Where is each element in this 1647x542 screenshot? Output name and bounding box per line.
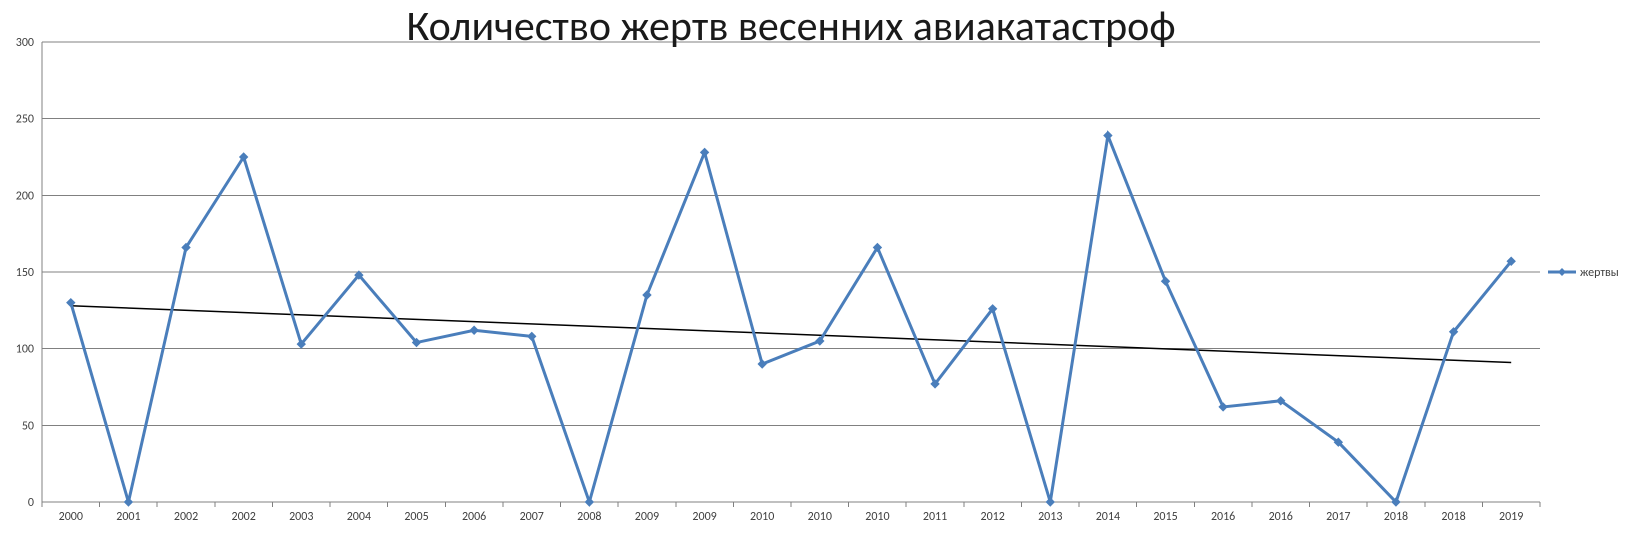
x-tick-label: 2017 bbox=[1326, 510, 1350, 524]
y-tick-label: 300 bbox=[16, 36, 34, 50]
line-chart: 0 50 100 150 200 250 300 2000 2001 2002 2002 2003 20… bbox=[0, 0, 1647, 542]
x-tick-label: 2015 bbox=[1153, 510, 1177, 524]
x-tick-label: 2007 bbox=[520, 510, 544, 524]
legend-label: жертвы bbox=[1580, 266, 1619, 280]
x-tick-label: 2002 bbox=[231, 510, 255, 524]
x-tick-label: 2010 bbox=[750, 510, 774, 524]
x-tick-label: 2006 bbox=[462, 510, 486, 524]
chart-container: 0 50 100 150 200 250 300 2000 2001 2002 2002 2003 20… bbox=[0, 0, 1647, 542]
y-tick-label: 50 bbox=[22, 419, 34, 433]
y-tick-label: 250 bbox=[16, 113, 34, 127]
x-tick-label: 2004 bbox=[347, 510, 371, 524]
x-tick-label: 2009 bbox=[692, 510, 716, 524]
x-tick-label: 2009 bbox=[635, 510, 659, 524]
chart-title: Количество жертв весенних авиакатастроф bbox=[406, 1, 1175, 52]
y-tick-label: 200 bbox=[16, 189, 34, 203]
x-tick-label: 2013 bbox=[1038, 510, 1062, 524]
x-tick-label: 2010 bbox=[865, 510, 889, 524]
x-tick-label: 2018 bbox=[1384, 510, 1408, 524]
x-tick-label: 2011 bbox=[923, 510, 947, 524]
y-tick-label: 0 bbox=[28, 496, 34, 510]
x-tick-label: 2016 bbox=[1211, 510, 1235, 524]
x-tick-label: 2008 bbox=[577, 510, 601, 524]
x-tick-label: 2016 bbox=[1269, 510, 1293, 524]
x-tick-label: 2019 bbox=[1499, 510, 1523, 524]
x-tick-label: 2002 bbox=[174, 510, 198, 524]
y-tick-label: 100 bbox=[16, 343, 34, 357]
x-tick-label: 2000 bbox=[59, 510, 83, 524]
x-tick-label: 2014 bbox=[1096, 510, 1120, 524]
x-tick-label: 2018 bbox=[1441, 510, 1465, 524]
x-tick-label: 2010 bbox=[808, 510, 832, 524]
x-tick-label: 2003 bbox=[289, 510, 313, 524]
x-tick-label: 2001 bbox=[116, 510, 140, 524]
y-tick-label: 150 bbox=[16, 266, 34, 280]
x-tick-label: 2005 bbox=[404, 510, 428, 524]
x-tick-label: 2012 bbox=[980, 510, 1004, 524]
